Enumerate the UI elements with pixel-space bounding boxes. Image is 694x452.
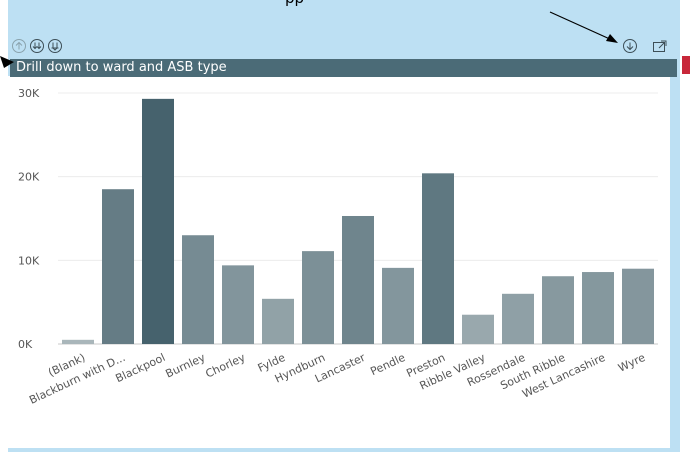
drill-down-icon[interactable]: [622, 38, 638, 54]
y-tick-label: 10K: [18, 254, 40, 267]
x-tick-label: Wyre: [616, 351, 647, 375]
annotation-arrow-right: [549, 11, 613, 41]
visual-title: Drill down to ward and ASB type: [10, 59, 677, 77]
annotation-arrowhead-left: [0, 56, 14, 68]
bar-13[interactable]: [582, 272, 614, 344]
x-tick-label: Chorley: [203, 351, 247, 381]
annotation-arrowhead-right: [606, 34, 618, 43]
visual-header-band: [8, 0, 680, 56]
bar-14[interactable]: [622, 268, 654, 344]
y-tick-label: 0K: [18, 338, 33, 351]
bar-5[interactable]: [262, 298, 294, 344]
bar-6[interactable]: [302, 251, 334, 344]
bar-12[interactable]: [542, 276, 574, 344]
expand-all-icon[interactable]: [47, 38, 63, 54]
y-tick-label: 20K: [18, 171, 40, 184]
visual-border-strip: [670, 78, 677, 450]
x-tick-label: Pendle: [368, 351, 407, 378]
y-tick-label: 30K: [18, 87, 40, 100]
adjacent-visual-marker: [682, 56, 690, 74]
bar-10[interactable]: [462, 314, 494, 344]
bar-9[interactable]: [422, 173, 454, 344]
bar-11[interactable]: [502, 293, 534, 344]
bar-8[interactable]: [382, 267, 414, 344]
bar-4[interactable]: [222, 265, 254, 344]
focus-mode-icon[interactable]: [651, 38, 667, 54]
x-tick-label: Burnley: [164, 351, 208, 381]
bar-1[interactable]: [102, 189, 134, 344]
expand-next-level-icon[interactable]: [29, 38, 45, 54]
bar-0[interactable]: [62, 339, 94, 344]
drill-up-icon[interactable]: [11, 38, 27, 54]
bar-3[interactable]: [182, 235, 214, 344]
annotation-callout-text: pp: [285, 0, 304, 7]
bar-7[interactable]: [342, 215, 374, 344]
bar-2[interactable]: [142, 98, 174, 345]
